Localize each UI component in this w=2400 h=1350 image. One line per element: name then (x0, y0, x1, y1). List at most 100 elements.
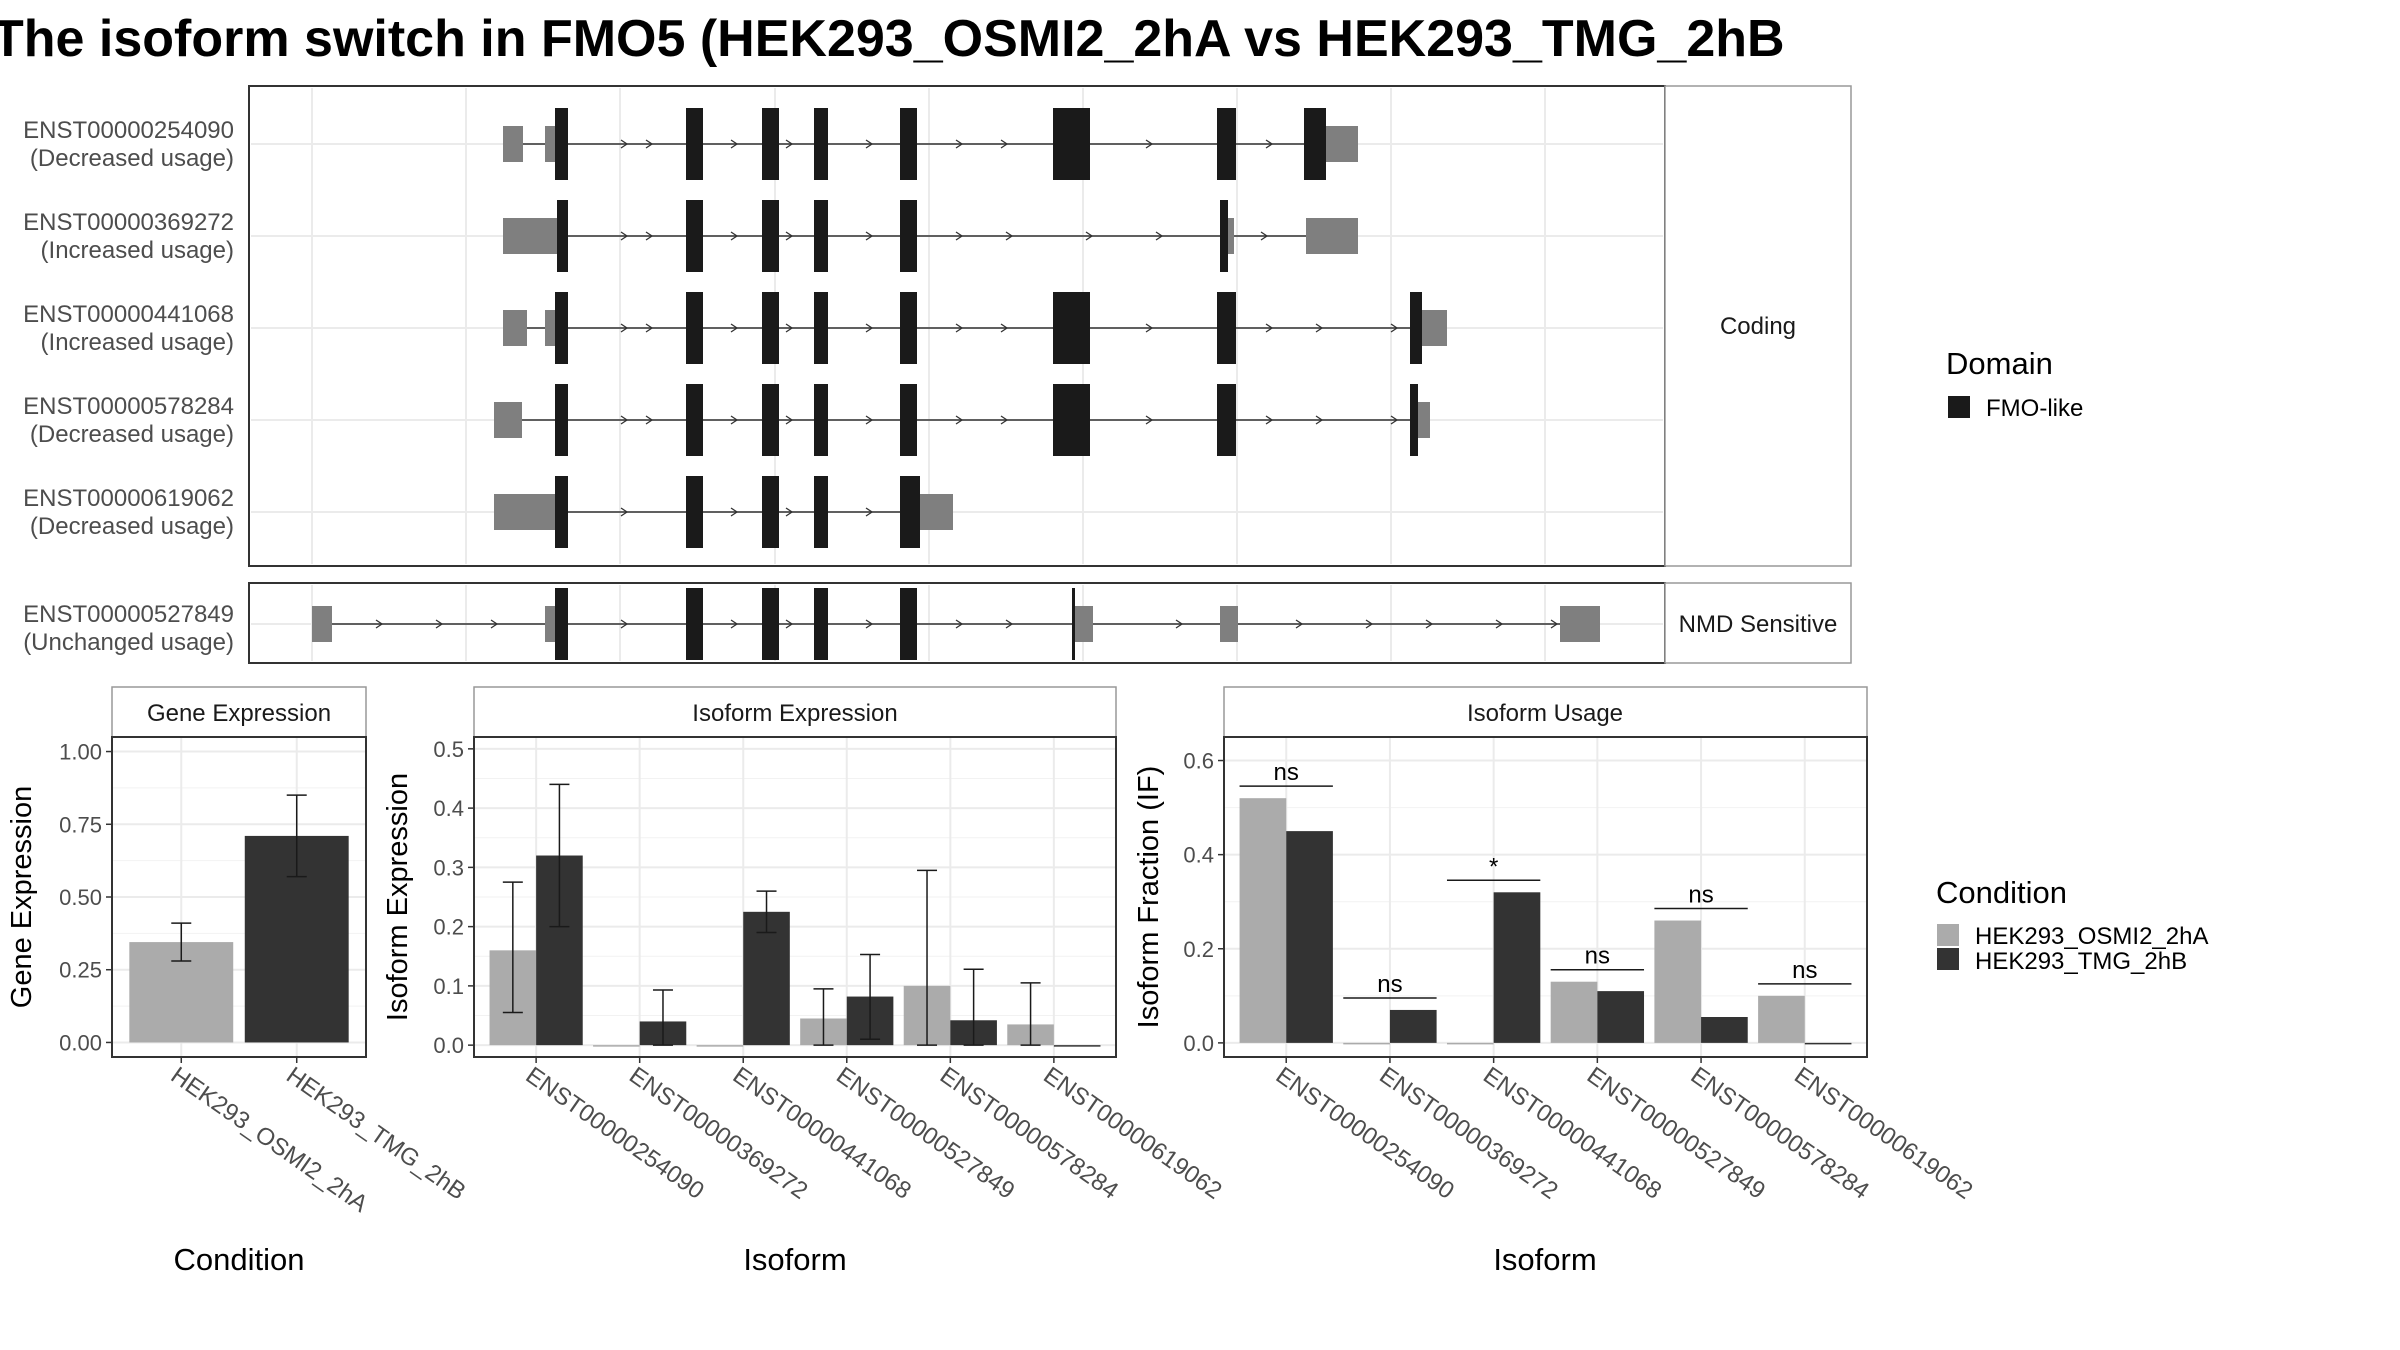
strand-arrow-icon (645, 139, 654, 149)
x-tick-label: ENST00000441068 (1478, 1062, 1666, 1205)
domain-exon (1410, 292, 1422, 364)
domain-exon (686, 200, 703, 272)
y-tick-label: 0.50 (59, 885, 102, 910)
strand-arrow-icon (785, 415, 794, 425)
strand-arrow-icon (620, 507, 629, 517)
plot-border (1223, 736, 1868, 1058)
domain-exon (557, 200, 568, 272)
utr-exon (1225, 218, 1234, 254)
bar (1654, 920, 1702, 1043)
chart-title: Gene Expression (147, 700, 331, 727)
isoform-expression-chart: Isoform Expression Isoform Expression Is… (382, 686, 1227, 1277)
isoform-label-id: ENST00000578284 (23, 393, 234, 420)
strand-arrow-icon (1260, 231, 1269, 241)
utr-exon (503, 218, 557, 254)
y-tick-label: 0.0 (1183, 1031, 1214, 1056)
nmd-strip-label: NMD Sensitive (1679, 611, 1838, 638)
domain-exon (814, 200, 828, 272)
bar (1343, 1042, 1390, 1045)
utr-exon (1418, 310, 1447, 346)
strand-arrow-icon (730, 323, 739, 333)
domain-exon (814, 476, 828, 548)
domain-exon (900, 200, 917, 272)
utr-exon (494, 402, 522, 438)
figure-title: The isoform switch in FMO5 (HEK293_OSMI2… (0, 10, 1785, 68)
strand-arrow-icon (730, 139, 739, 149)
x-tick-label: ENST00000369272 (624, 1062, 812, 1205)
strand-arrow-icon (730, 507, 739, 517)
bar (1597, 991, 1645, 1043)
domain-exon (686, 476, 703, 548)
domain-exon (1053, 384, 1090, 456)
y-tick-label: 0.0 (433, 1033, 464, 1058)
plot-border (111, 736, 367, 1058)
significance-label: ns (1377, 971, 1402, 998)
x-axis-title: Isoform (1493, 1242, 1596, 1277)
strand-arrow-icon (1390, 415, 1399, 425)
strand-arrow-icon (955, 619, 964, 629)
bar (1053, 1045, 1101, 1047)
utr-exon (494, 494, 555, 530)
isoform-label-id: ENST00000441068 (23, 301, 234, 328)
significance-label: ns (1585, 943, 1610, 970)
strand-arrow-icon (620, 619, 629, 629)
y-tick-label: 0.2 (433, 915, 464, 940)
strand-arrow-icon (865, 619, 874, 629)
domain-exon (900, 292, 917, 364)
domain-exon (900, 476, 920, 548)
chart-title: Isoform Usage (1467, 700, 1623, 727)
significance-label: ns (1792, 957, 1817, 984)
domain-legend-title: Domain (1946, 346, 2053, 381)
y-axis-title: Isoform Fraction (IF) (1133, 766, 1165, 1029)
y-tick-label: 0.00 (59, 1030, 102, 1055)
strand-arrow-icon (1000, 415, 1009, 425)
bar (1804, 1042, 1852, 1045)
domain-exon (1220, 200, 1228, 272)
isoform-label-id: ENST00000619062 (23, 485, 234, 512)
strand-arrow-icon (955, 231, 964, 241)
strand-arrow-icon (1315, 415, 1324, 425)
domain-exon (900, 108, 917, 180)
strand-arrow-icon (1005, 231, 1014, 241)
strand-arrow-icon (785, 507, 794, 517)
isoform-labels: ENST00000254090 (Decreased usage) ENST00… (23, 117, 234, 656)
utr-exon (1418, 402, 1430, 438)
x-tick-label: HEK293_OSMI2_2hA (166, 1062, 373, 1218)
coding-panel: Coding (248, 85, 1852, 567)
y-tick-label: 0.4 (433, 796, 464, 821)
y-axis-title: Gene Expression (6, 786, 38, 1008)
strand-arrow-icon (1155, 231, 1164, 241)
strand-arrow-icon (1390, 323, 1399, 333)
utr-exon (1075, 606, 1093, 642)
domain-exon (1217, 108, 1236, 180)
y-tick-label: 0.3 (433, 855, 464, 880)
isoform-label-usage: (Decreased usage) (30, 421, 234, 448)
nmd-strip (1664, 582, 1852, 664)
domain-exon (686, 384, 703, 456)
x-tick-label: ENST00000578284 (935, 1062, 1123, 1205)
strand-arrow-icon (1005, 619, 1014, 629)
domain-legend-label: FMO-like (1986, 395, 2083, 422)
strand-arrow-icon (865, 415, 874, 425)
strand-arrow-icon (730, 619, 739, 629)
bar (1550, 981, 1598, 1043)
strand-arrow-icon (620, 323, 629, 333)
isoform-label-usage: (Decreased usage) (30, 513, 234, 540)
utr-exon (1560, 606, 1600, 642)
utr-exon (545, 310, 555, 346)
domain-exon (814, 292, 828, 364)
bar (1446, 1042, 1494, 1045)
plot-border (473, 736, 1117, 1058)
strand-arrow-icon (955, 415, 964, 425)
domain-exon (762, 292, 779, 364)
significance-label: ns (1688, 882, 1713, 909)
domain-exon (814, 384, 828, 456)
domain-exon (1217, 292, 1236, 364)
domain-exon (555, 292, 568, 364)
x-tick-label: ENST00000254090 (521, 1062, 709, 1205)
transcript-models (312, 108, 1600, 660)
utr-exon (1220, 606, 1238, 642)
strand-arrow-icon (1085, 231, 1094, 241)
strand-arrow-icon (645, 415, 654, 425)
